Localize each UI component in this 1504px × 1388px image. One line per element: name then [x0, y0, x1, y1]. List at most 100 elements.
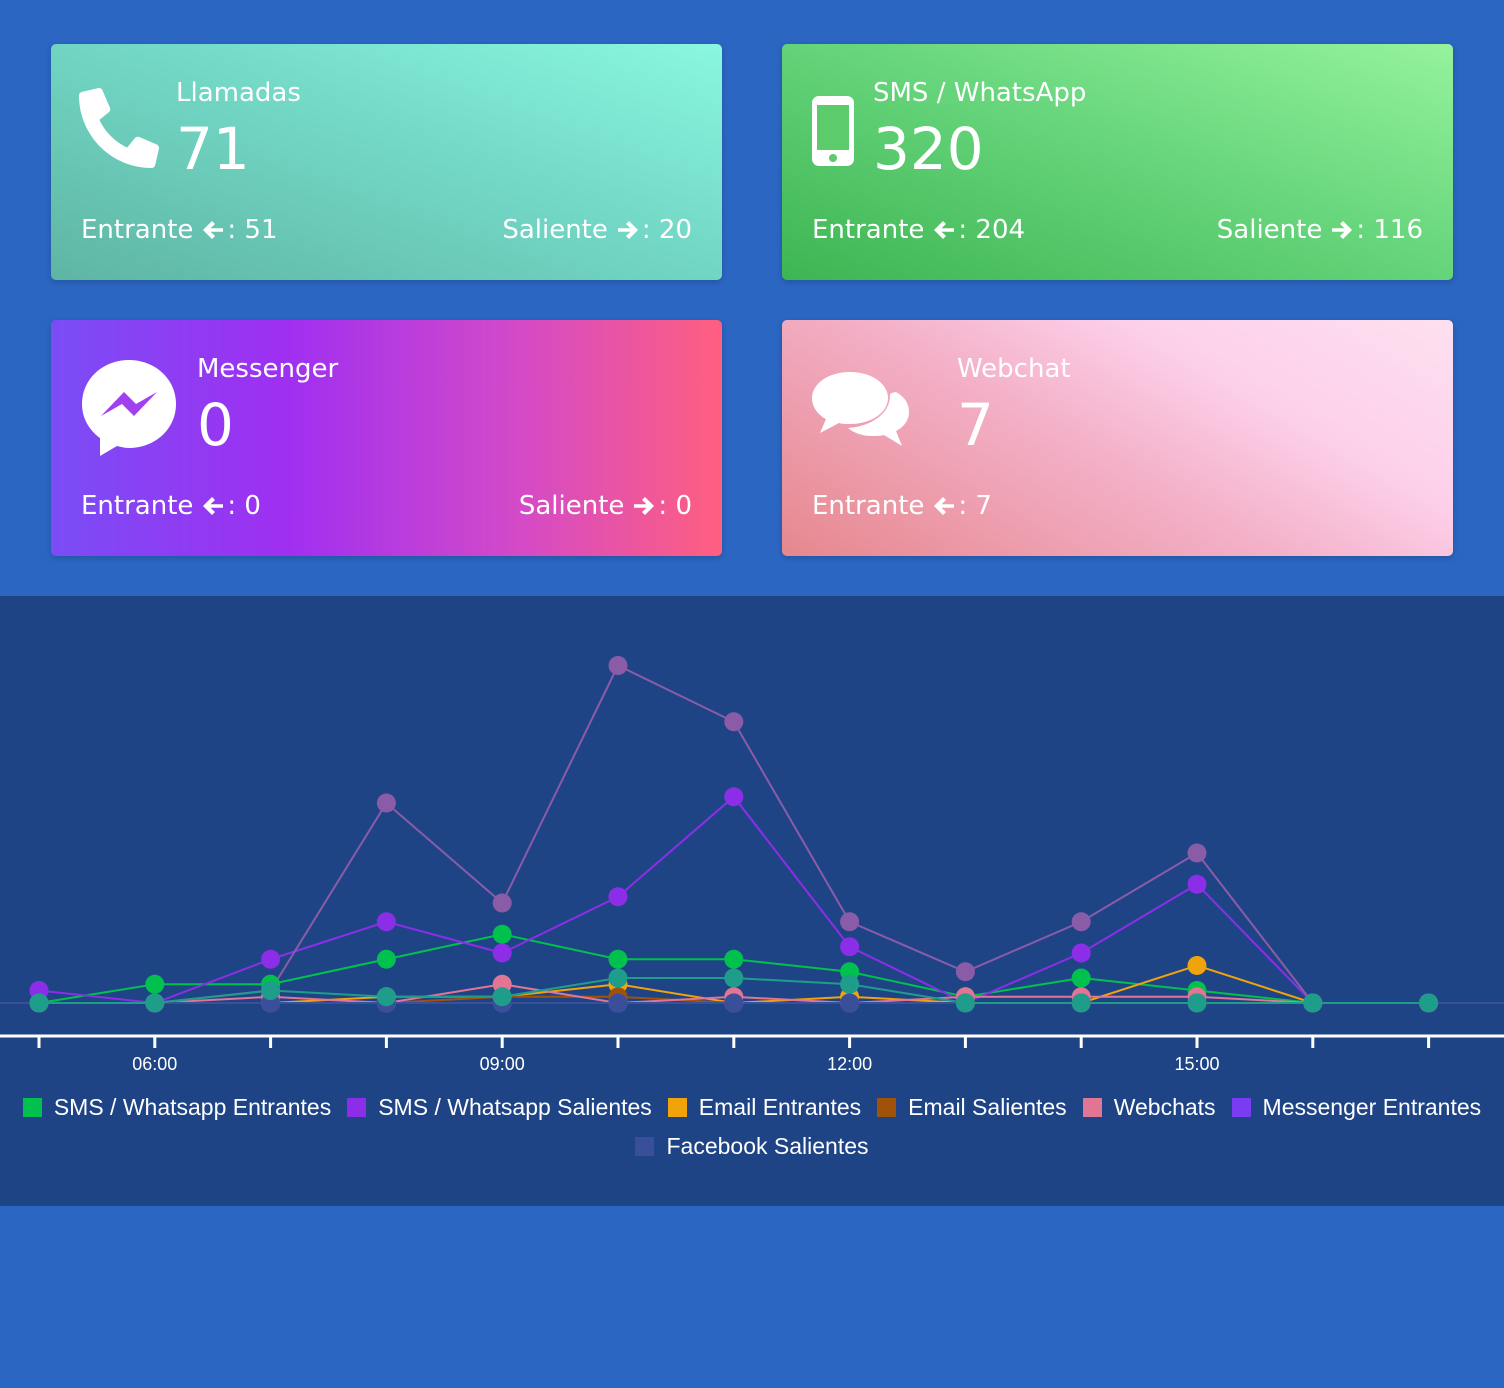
incoming-label: Entrante: [812, 215, 925, 245]
messenger-card[interactable]: Messenger 0 Entrante : 0 Saliente : 0: [51, 320, 722, 556]
data-point[interactable]: [1187, 956, 1207, 975]
outgoing-label: Saliente: [1216, 215, 1323, 245]
card-title: Webchat: [957, 354, 1071, 384]
data-point[interactable]: [608, 993, 628, 1013]
legend-swatch: [1082, 1098, 1102, 1117]
incoming-value: : 7: [958, 491, 992, 521]
data-point[interactable]: [724, 949, 744, 969]
activity-chart-panel: 06:00 09:00 12:00 15:00 SMS / Whatsapp Entr…: [0, 596, 1504, 1206]
data-point[interactable]: [492, 943, 512, 963]
data-point[interactable]: [955, 962, 975, 982]
data-point[interactable]: [492, 893, 512, 913]
data-point[interactable]: [145, 974, 165, 994]
arrow-left-icon: [934, 497, 955, 515]
legend-label: Email Entrantes: [698, 1094, 862, 1120]
data-point[interactable]: [840, 993, 860, 1013]
data-point[interactable]: [840, 974, 860, 994]
phone-icon: [79, 88, 159, 168]
card-total: 320: [873, 115, 984, 183]
data-point[interactable]: [1071, 912, 1091, 932]
data-point[interactable]: [608, 968, 628, 988]
card-title: Llamadas: [176, 78, 301, 108]
data-point[interactable]: [1187, 843, 1207, 863]
webchat-card[interactable]: Webchat 7 Entrante : 7: [782, 320, 1453, 556]
data-point[interactable]: [608, 887, 628, 907]
messenger-icon: [82, 360, 176, 456]
legend-item[interactable]: SMS / Whatsapp Entrantes: [22, 1089, 332, 1126]
card-total: 0: [197, 391, 234, 459]
outgoing-value: : 0: [658, 491, 692, 521]
mobile-phone-icon: [812, 96, 854, 166]
legend-swatch: [877, 1098, 897, 1117]
data-point[interactable]: [29, 993, 49, 1013]
card-title: SMS / WhatsApp: [873, 78, 1087, 108]
activity-line-chart: 06:00 09:00 12:00 15:00: [0, 656, 1504, 1074]
legend-swatch: [22, 1098, 42, 1117]
arrow-left-icon: [934, 221, 955, 239]
data-point[interactable]: [1303, 993, 1323, 1013]
legend-swatch: [347, 1098, 367, 1117]
legend-swatch: [667, 1098, 687, 1117]
x-tick-label: 06:00: [132, 1054, 177, 1074]
data-point[interactable]: [1187, 993, 1207, 1013]
data-point[interactable]: [1071, 943, 1091, 963]
data-point[interactable]: [724, 993, 744, 1013]
legend-label: Facebook Salientes: [666, 1133, 869, 1159]
data-point[interactable]: [1187, 874, 1207, 894]
arrow-right-icon: [634, 497, 655, 515]
card-title: Messenger: [197, 354, 339, 384]
incoming-row: Entrante : 7: [812, 491, 992, 521]
data-point[interactable]: [376, 912, 396, 932]
sms-card[interactable]: SMS / WhatsApp 320 Entrante : 204 Salien…: [782, 44, 1453, 280]
data-point[interactable]: [1419, 993, 1439, 1013]
card-total: 71: [176, 115, 250, 183]
outgoing-value: : 116: [1356, 215, 1423, 245]
data-point[interactable]: [608, 656, 628, 675]
card-total: 7: [957, 391, 994, 459]
data-point[interactable]: [955, 993, 975, 1013]
data-point[interactable]: [840, 912, 860, 932]
arrow-right-icon: [1332, 221, 1353, 239]
legend-label: SMS / Whatsapp Entrantes: [53, 1094, 332, 1120]
data-point[interactable]: [1071, 968, 1091, 988]
x-tick-label: 15:00: [1174, 1054, 1219, 1074]
legend-item[interactable]: SMS / Whatsapp Salientes: [347, 1089, 652, 1126]
legend-item[interactable]: Webchats: [1082, 1089, 1216, 1126]
legend-item[interactable]: Messenger Entrantes: [1231, 1089, 1482, 1126]
data-point[interactable]: [608, 949, 628, 969]
legend-item[interactable]: Email Salientes: [877, 1089, 1067, 1126]
data-point[interactable]: [376, 949, 396, 969]
incoming-value: : 0: [227, 491, 261, 521]
arrow-right-icon: [617, 221, 638, 239]
data-point[interactable]: [261, 949, 281, 969]
legend-item[interactable]: Email Entrantes: [667, 1089, 862, 1126]
data-point[interactable]: [492, 987, 512, 1007]
data-point[interactable]: [376, 793, 396, 813]
incoming-row: Entrante : 204: [812, 215, 1025, 245]
chart-legend: SMS / Whatsapp Entrantes SMS / Whatsapp S…: [0, 1089, 1504, 1167]
incoming-label: Entrante: [812, 491, 925, 521]
data-point[interactable]: [1071, 993, 1091, 1013]
outgoing-row: Saliente : 116: [1217, 215, 1423, 245]
data-point[interactable]: [261, 981, 281, 1000]
data-point[interactable]: [376, 987, 396, 1007]
data-point[interactable]: [724, 968, 744, 988]
legend-label: Email Salientes: [908, 1094, 1067, 1120]
data-point[interactable]: [492, 924, 512, 944]
data-point[interactable]: [145, 993, 165, 1013]
x-tick-label: 12:00: [827, 1054, 872, 1074]
legend-swatch: [635, 1137, 655, 1156]
data-point[interactable]: [724, 787, 744, 807]
x-tick-label: 09:00: [480, 1054, 525, 1074]
calls-card[interactable]: Llamadas 71 Entrante : 51 Saliente : 20: [51, 44, 722, 280]
outgoing-label: Saliente: [518, 491, 625, 521]
chat-bubbles-icon: [812, 372, 909, 446]
legend-label: Messenger Entrantes: [1262, 1094, 1482, 1120]
incoming-label: Entrante: [81, 491, 194, 521]
incoming-label: Entrante: [81, 215, 194, 245]
incoming-value: : 51: [227, 215, 278, 245]
data-point[interactable]: [724, 712, 744, 732]
outgoing-value: : 20: [641, 215, 692, 245]
data-point[interactable]: [840, 937, 860, 957]
legend-item[interactable]: Facebook Salientes: [635, 1128, 869, 1165]
